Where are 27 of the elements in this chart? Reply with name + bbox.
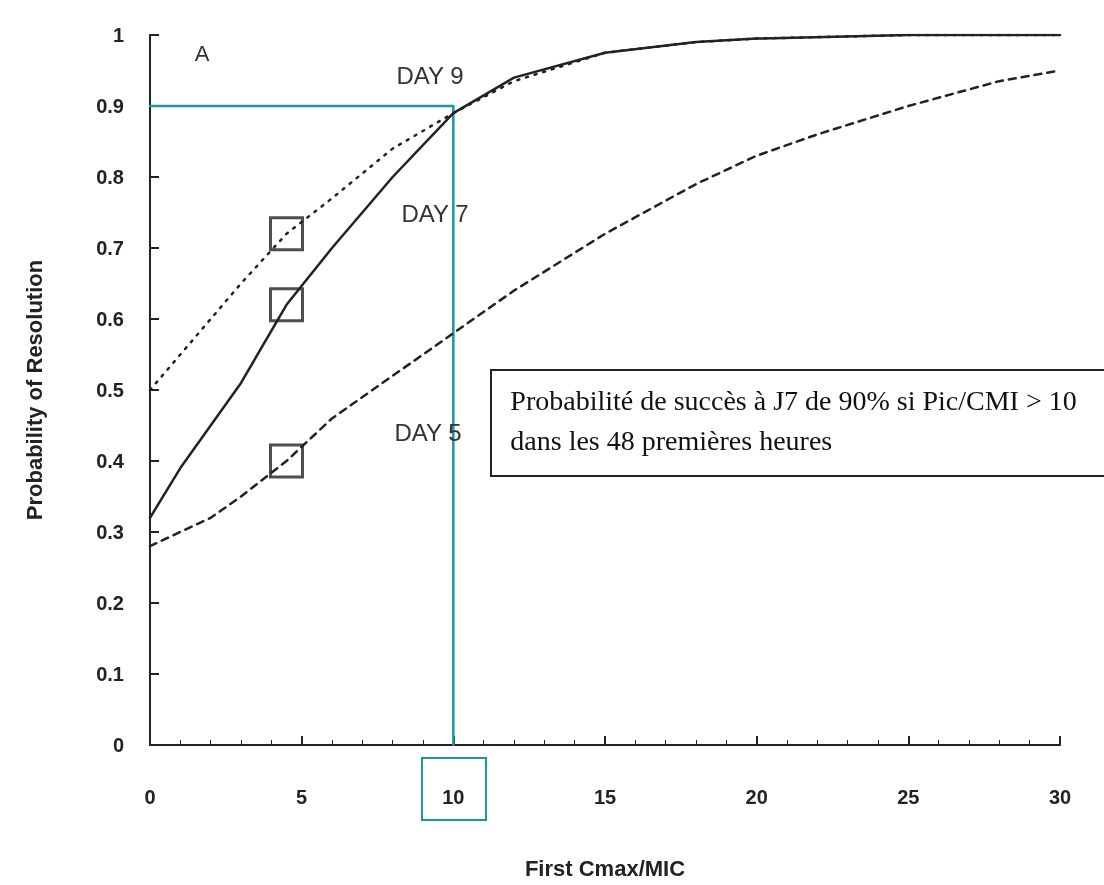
y-tick-label: 0.5 [96,379,124,401]
annotation: A [194,40,210,66]
x-tick-label: 5 [296,786,308,808]
y-tick-label: 0.1 [96,663,124,685]
x-tick-label: 30 [1048,786,1072,808]
y-tick-label: 0.2 [96,592,124,614]
point [269,216,304,252]
y-tick-label: 0.3 [96,521,124,543]
annotation: DAY 9 [396,61,464,89]
annotation: DAY 7 [401,199,469,227]
x-tick-label: 20 [745,786,768,808]
x-tick-label: 0 [144,786,156,808]
y-tick-label: 0.6 [96,308,124,330]
y-tick-label: 0.7 [96,237,124,259]
y-tick-label: 0.8 [96,166,124,188]
x-axis-title: First Cmax/MIC [524,855,686,881]
y-tick-label: 0 [112,734,124,756]
x-tick-label: 10 [442,786,465,808]
text-box: Probabilité de succès à J7 de 90% si Pic/CMI > 10 dans les 48 premières heures [490,368,1104,477]
x-tick-label: 15 [593,786,617,808]
y-tick-label: 0.9 [96,95,124,117]
y-tick-label: 1 [112,24,124,46]
y-axis-title: Probability of Resolution [21,259,47,521]
x-tick-label: 25 [897,786,920,808]
point [269,287,304,323]
point [269,443,304,479]
y-tick-label: 0.4 [96,450,125,472]
